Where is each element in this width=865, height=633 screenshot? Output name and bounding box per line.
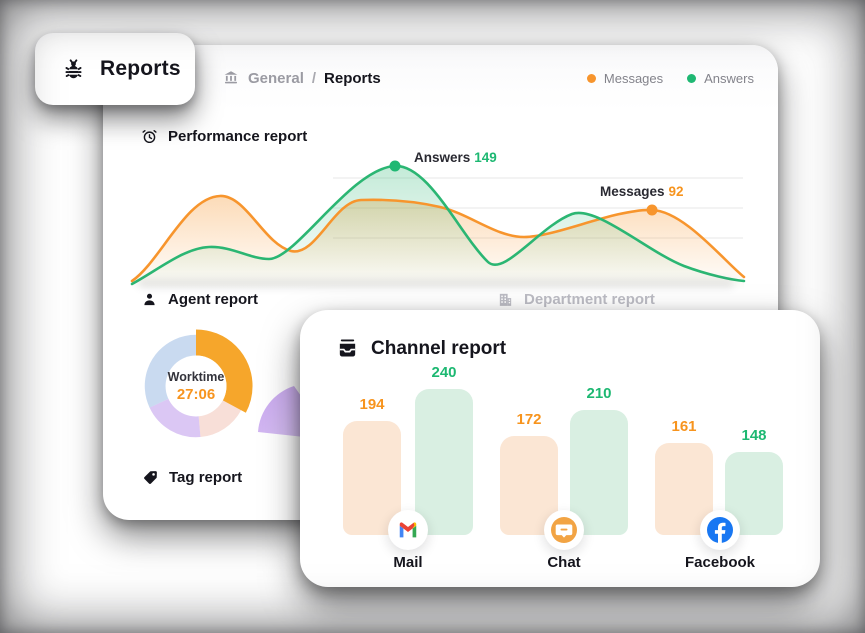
area-chart [130, 160, 746, 290]
donut-center: Worktime 27:06 [138, 328, 254, 444]
bar-value: 210 [586, 385, 612, 402]
bar-mail-answers: 240 [415, 364, 473, 535]
donut-center-value: 27:06 [176, 385, 216, 403]
answers-peak-point [389, 160, 401, 172]
bar-value: 172 [516, 411, 542, 428]
messages-peak-point [646, 204, 658, 216]
breadcrumb: General / Reports [222, 69, 381, 87]
chip-label: Reports [100, 57, 181, 80]
bar-value: 194 [359, 396, 385, 413]
donut-center-label: Worktime [167, 369, 225, 384]
legend-label: Answers [704, 70, 754, 86]
tag-report-heading[interactable]: Tag report [142, 469, 242, 486]
section-title: Tag report [169, 469, 243, 486]
bar-mail-messages: 194 [343, 396, 401, 535]
annotation-value: 92 [668, 184, 684, 199]
annotation-label: Answers [414, 150, 471, 165]
answers-annotation: Answers 149 [414, 150, 497, 165]
worktime-donut-chart: Worktime 27:06 [138, 328, 254, 444]
facebook-channel-badge [700, 510, 740, 550]
bar-value: 161 [671, 418, 697, 435]
annotation-label: Messages [600, 184, 665, 199]
breadcrumb-current: Reports [324, 69, 381, 87]
breadcrumb-section[interactable]: General [248, 69, 304, 87]
breadcrumb-separator: / [311, 69, 317, 87]
performance-report-heading[interactable]: Performance report [141, 128, 307, 145]
bar-facebook-answers: 148 [725, 427, 783, 535]
person-icon [144, 293, 155, 306]
donut-svg [139, 329, 253, 443]
channel-label-facebook: Facebook [684, 554, 756, 571]
reports-title-card[interactable]: Reports [35, 33, 195, 105]
annotation-value: 149 [474, 150, 497, 165]
legend-label: Messages [603, 70, 664, 86]
channel-label-mail: Mail [393, 554, 423, 571]
section-title: Department report [524, 291, 655, 308]
messages-dot-icon [586, 73, 596, 83]
building-icon [499, 293, 512, 306]
chat-channel-badge [544, 510, 584, 550]
alarm-clock-icon [142, 129, 157, 144]
section-title: Channel report [371, 337, 507, 359]
facebook-icon [707, 517, 733, 543]
gmail-channel-badge [388, 510, 428, 550]
panel-header: General / Reports Messages Answers [103, 45, 778, 111]
chat-icon [551, 517, 577, 543]
performance-chart: Answers 149 Messages 92 [128, 140, 748, 290]
section-title: Performance report [168, 128, 308, 145]
tag-icon [144, 471, 157, 484]
channel-bar-chart: 194 240 172 210 161 148 [300, 310, 820, 535]
agent-report-tab[interactable]: Agent report [141, 291, 258, 308]
chart-baseline-shadow [138, 279, 734, 288]
department-report-tab[interactable]: Department report [497, 291, 655, 308]
legend-item-answers[interactable]: Answers [687, 71, 754, 86]
messages-annotation: Messages 92 [600, 184, 684, 199]
section-title: Agent report [168, 291, 258, 308]
legend-item-messages[interactable]: Messages [586, 70, 664, 86]
chart-legend: Messages Answers [586, 70, 754, 86]
inbox-icon [339, 339, 356, 357]
bar-chat-answers: 210 [570, 385, 628, 535]
channel-report-heading: Channel report [336, 337, 506, 360]
bar-value: 240 [431, 364, 457, 381]
gmail-icon [399, 522, 417, 538]
bank-icon [224, 71, 238, 84]
channel-report-card: Channel report 194 240 172 210 161 148 [300, 310, 820, 587]
bar-value: 148 [741, 427, 767, 444]
bee-icon [65, 58, 82, 78]
channel-label-chat: Chat [547, 554, 581, 571]
answers-dot-icon [687, 73, 697, 83]
